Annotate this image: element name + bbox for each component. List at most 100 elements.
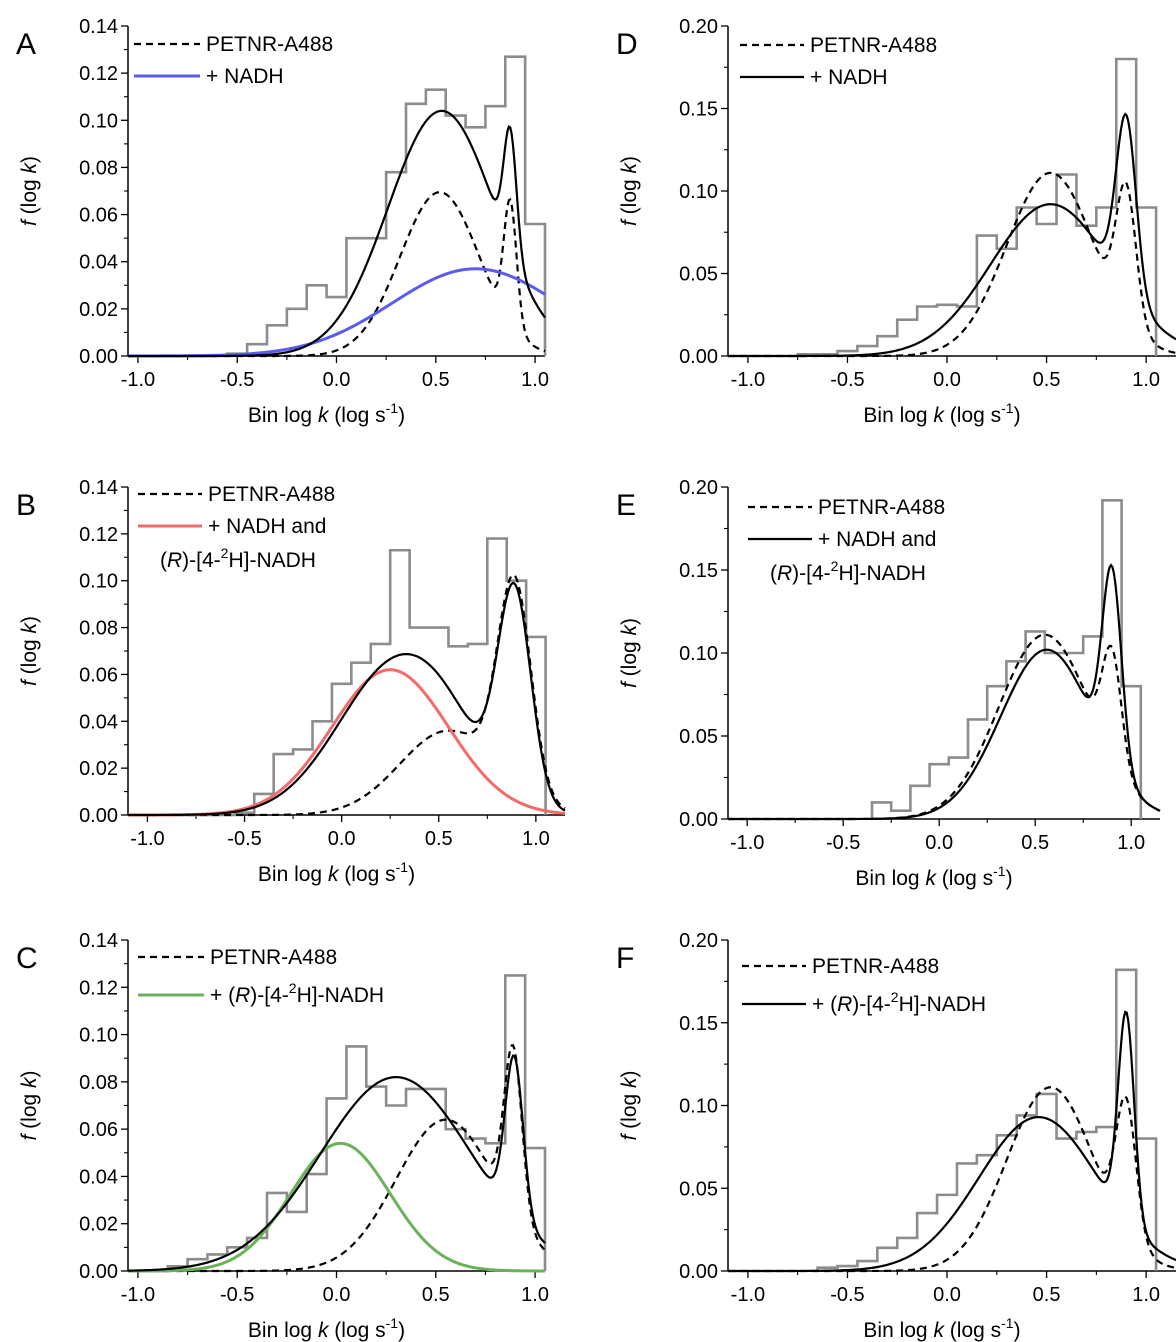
- y-axis-title: f (log k): [618, 1070, 641, 1140]
- series-line-1: [728, 563, 1161, 821]
- y-tick-label: 0.05: [679, 264, 718, 286]
- series-line-1: [128, 668, 566, 817]
- series-line-2: [128, 581, 566, 817]
- y-tick-label: 0.04: [79, 1166, 118, 1188]
- y-tick-label: 0.20: [679, 930, 718, 952]
- x-tick-label: -1.0: [730, 832, 764, 854]
- x-tick-label: 0.0: [323, 1284, 351, 1306]
- series-line-2: [128, 109, 546, 358]
- x-tick-label: -0.5: [220, 369, 254, 391]
- panel-letter: F: [616, 942, 634, 975]
- x-axis-title: Bin log k (log s-1): [258, 859, 415, 886]
- x-tick-label: 0.0: [328, 828, 356, 850]
- legend: PETNR-A488 + (R)-[4-2H]-NADH: [742, 955, 986, 1016]
- y-tick-label: 0.00: [79, 1261, 118, 1283]
- y-tick-label: 0.00: [679, 346, 718, 368]
- legend: PETNR-A488 + NADH: [134, 33, 333, 88]
- y-tick-label: 0.05: [679, 726, 718, 748]
- x-tick-label: 0.5: [1021, 832, 1049, 854]
- y-tick-label: 0.10: [79, 1025, 118, 1047]
- x-tick-label: -0.5: [826, 832, 860, 854]
- y-tick-label: 0.04: [79, 711, 118, 733]
- y-tick-label: 0.20: [679, 16, 718, 38]
- legend-label: + NADH and: [818, 528, 936, 551]
- y-tick-label: 0.08: [79, 157, 118, 179]
- series-line-0: [728, 171, 1176, 358]
- y-tick-label: 0.12: [79, 524, 118, 546]
- y-tick-label: 0.10: [79, 571, 118, 593]
- y-tick-label: 0.14: [79, 930, 118, 952]
- x-tick-label: 1.0: [1117, 832, 1145, 854]
- x-axis-title: Bin log k (log s-1): [863, 1315, 1020, 1342]
- x-tick-label: -1.0: [130, 828, 164, 850]
- x-tick-label: 0.0: [925, 832, 953, 854]
- x-tick-label: 0.5: [1033, 369, 1061, 391]
- y-axis-title: f (log k): [18, 616, 41, 686]
- panel-letter: C: [16, 942, 38, 975]
- panel-d: 0.00 0.05 0.10 0.15 0.20 -1.0 -0.5 0.0 0.5 1.0 Df …: [616, 16, 1176, 427]
- panel-c: 0.00 0.02 0.04 0.06 0.08 0.10 0.12 0.14 -1.0 -0.5…: [16, 930, 549, 1342]
- legend: PETNR-A488 + NADH and (R)-[4-2H]-NADH: [748, 496, 945, 585]
- y-tick-label: 0.06: [79, 1119, 118, 1141]
- legend-label: + NADH: [810, 66, 888, 89]
- panel-e: 0.00 0.05 0.10 0.15 0.20 -1.0 -0.5 0.0 0.5 1.0 Ef …: [616, 477, 1161, 890]
- legend-label: PETNR-A488: [206, 33, 333, 56]
- y-tick-label: 0.10: [679, 1096, 718, 1118]
- y-tick-label: 0.14: [79, 477, 118, 499]
- x-tick-label: 0.0: [933, 1284, 961, 1306]
- y-axis-title: f (log k): [18, 1070, 41, 1140]
- x-tick-label: 1.0: [521, 1284, 549, 1306]
- y-tick-label: 0.00: [79, 805, 118, 827]
- legend-label: + (R)-[4-2H]-NADH: [210, 980, 384, 1007]
- y-tick-label: 0.02: [79, 758, 118, 780]
- series-line-1: [127, 1141, 545, 1273]
- panel-letter: A: [16, 28, 36, 61]
- panel-letter: B: [16, 489, 36, 522]
- x-tick-label: 1.0: [1132, 369, 1160, 391]
- legend-label: PETNR-A488: [810, 34, 937, 57]
- y-tick-label: 0.08: [79, 1072, 118, 1094]
- series-line-0: [128, 191, 546, 358]
- x-tick-label: -0.5: [830, 1284, 864, 1306]
- legend-label: + (R)-[4-2H]-NADH: [812, 989, 986, 1016]
- x-tick-label: 0.0: [933, 369, 961, 391]
- legend-label: + NADH: [206, 65, 284, 88]
- y-tick-label: 0.15: [679, 99, 718, 121]
- y-tick-label: 0.05: [679, 1178, 718, 1200]
- y-tick-label: 0.08: [79, 618, 118, 640]
- y-tick-label: 0.10: [679, 643, 718, 665]
- legend: PETNR-A488 + (R)-[4-2H]-NADH: [138, 946, 384, 1007]
- x-tick-label: 0.0: [323, 369, 351, 391]
- y-tick-label: 0.00: [679, 809, 718, 831]
- x-axis-title: Bin log k (log s-1): [855, 863, 1012, 890]
- series-line-1: [728, 112, 1176, 358]
- y-tick-label: 0.20: [679, 477, 718, 499]
- legend-label-line2: (R)-[4-2H]-NADH: [770, 558, 926, 585]
- x-tick-label: 1.0: [521, 369, 549, 391]
- y-tick-label: 0.10: [79, 110, 118, 132]
- y-tick-label: 0.12: [79, 977, 118, 999]
- panel-letter: E: [616, 489, 636, 522]
- histogram: [796, 57, 1158, 356]
- x-tick-label: -1.0: [121, 1284, 155, 1306]
- legend-label: PETNR-A488: [818, 496, 945, 519]
- panel-a: 0.00 0.02 0.04 0.06 0.08 0.10 0.12 0.14 -1.0 -0.5…: [16, 16, 549, 427]
- x-tick-label: -1.0: [731, 1284, 765, 1306]
- x-tick-label: 0.5: [1033, 1284, 1061, 1306]
- y-axis-title: f (log k): [618, 618, 641, 688]
- x-axis-title: Bin log k (log s-1): [863, 400, 1020, 427]
- legend-label-line2: (R)-[4-2H]-NADH: [160, 545, 316, 572]
- legend-label: + NADH and: [208, 515, 326, 538]
- x-tick-label: 0.5: [422, 369, 450, 391]
- x-tick-label: -1.0: [121, 369, 155, 391]
- y-tick-label: 0.02: [79, 1214, 118, 1236]
- x-tick-label: 0.5: [422, 1284, 450, 1306]
- y-axis-title: f (log k): [618, 156, 641, 226]
- x-axis-title: Bin log k (log s-1): [248, 400, 405, 427]
- y-tick-label: 0.12: [79, 63, 118, 85]
- series-line-1: [127, 267, 546, 358]
- x-tick-label: 0.5: [425, 828, 453, 850]
- legend: PETNR-A488 + NADH and (R)-[4-2H]-NADH: [138, 483, 335, 572]
- panel-f: 0.00 0.05 0.10 0.15 0.20 -1.0 -0.5 0.0 0.5 1.0 Ff …: [616, 930, 1176, 1342]
